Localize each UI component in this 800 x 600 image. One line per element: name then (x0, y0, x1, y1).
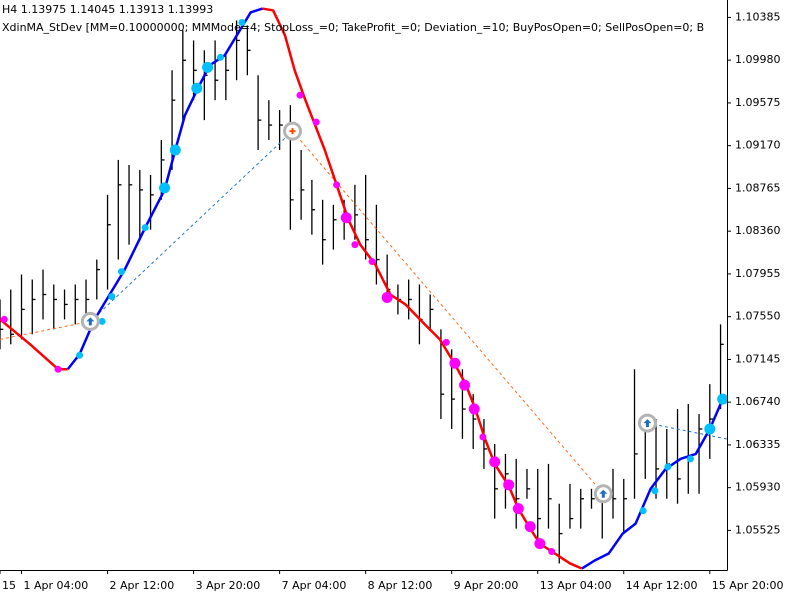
y-tick-label: 1.09170 (735, 139, 781, 152)
signal-dot (704, 423, 716, 435)
signal-dot (368, 258, 376, 266)
signal-dot (118, 268, 126, 276)
chart-subtitle: XdinMA_StDev [MM=0.10000000; MMMode=4; S… (2, 21, 704, 34)
plot-area (0, 7, 727, 570)
signal-dot (238, 18, 246, 26)
x-tick-label: 3 Apr 20:00 (196, 579, 261, 592)
signal-dot (0, 315, 8, 323)
signal-dot (141, 224, 149, 232)
signal-dot (459, 379, 471, 391)
x-tick-label: 2 Apr 12:00 (110, 579, 175, 592)
x-tick-label: 7 Apr 04:00 (282, 579, 347, 592)
y-tick-label: 1.08360 (735, 224, 781, 237)
trade-marker-icon (643, 419, 652, 428)
y-tick-label: 1.09575 (735, 96, 781, 109)
y-tick-label: 1.10385 (735, 10, 781, 23)
y-tick-label: 1.05525 (735, 523, 781, 536)
signal-dot (159, 182, 171, 194)
signal-dot (98, 317, 106, 325)
signal-dot (108, 293, 116, 301)
signal-dot (512, 503, 524, 515)
signal-dot (191, 82, 203, 94)
signal-dot (468, 403, 480, 415)
x-tick-label: 15 Apr 20:00 (712, 579, 784, 592)
trade-marker-icon (599, 489, 608, 498)
signal-dot (489, 456, 501, 468)
trade-line (292, 130, 604, 495)
signal-dot (54, 365, 62, 373)
signal-dot (548, 548, 556, 556)
signal-dot (169, 144, 181, 156)
signal-dot (351, 241, 359, 249)
x-tick-label: 14 Apr 12:00 (626, 579, 698, 592)
y-tick-label: 1.07550 (735, 310, 781, 323)
x-tick-label: 8 Apr 12:00 (368, 579, 433, 592)
signal-dot (381, 291, 393, 303)
signal-dot (686, 455, 694, 463)
signal-dot (202, 61, 214, 73)
y-tick-label: 1.06740 (735, 395, 781, 408)
chart-header: H4 1.13975 1.14045 1.13913 1.13993 (2, 3, 213, 16)
x-tick-label: 9 Apr 20:00 (454, 579, 519, 592)
y-tick-label: 1.07955 (735, 267, 781, 280)
signal-dot (534, 538, 546, 550)
y-tick-label: 1.08765 (735, 181, 781, 194)
signal-dot (340, 212, 352, 224)
signal-dot (639, 507, 647, 515)
signal-dot (296, 91, 304, 99)
trade-marker (593, 484, 613, 504)
y-tick-label: 1.07145 (735, 352, 781, 365)
x-tick-label: 15 (2, 579, 16, 592)
y-tick-label: 1.09980 (735, 53, 781, 66)
trade-marker-icon (289, 128, 296, 135)
x-tick-label: 1 Apr 04:00 (24, 579, 89, 592)
trade-marker (637, 413, 657, 433)
signal-dot (76, 351, 84, 359)
signal-dot (479, 433, 487, 441)
trade-marker-icon (86, 317, 95, 326)
signal-dot (651, 487, 659, 495)
signal-dot (216, 53, 224, 61)
signal-dot (717, 393, 727, 405)
signal-dot (312, 118, 320, 126)
signal-dot (664, 463, 672, 471)
trade-line (89, 130, 293, 322)
signal-dot (442, 338, 450, 346)
signal-dot (333, 181, 341, 189)
signal-dot (449, 357, 461, 369)
trade-line (647, 422, 727, 440)
y-tick-label: 1.05930 (735, 481, 781, 494)
signal-dot (524, 521, 536, 533)
signal-dot (503, 479, 515, 491)
y-tick-label: 1.06335 (735, 438, 781, 451)
trade-marker (80, 311, 100, 331)
trade-marker (283, 121, 303, 141)
axes: 1.10385 1.09980 1.09575 1.09170 1.08765 1.083… (0, 10, 784, 592)
indicator-line (0, 7, 583, 570)
x-tick-label: 13 Apr 04:00 (540, 579, 612, 592)
